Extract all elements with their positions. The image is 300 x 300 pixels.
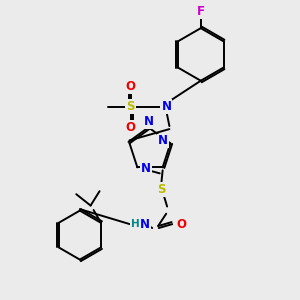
Text: F: F bbox=[197, 5, 205, 18]
Text: N: N bbox=[141, 162, 151, 176]
Text: O: O bbox=[126, 121, 136, 134]
Text: N: N bbox=[140, 218, 150, 231]
Text: S: S bbox=[157, 183, 165, 196]
Text: N: N bbox=[158, 134, 168, 148]
Text: O: O bbox=[176, 218, 186, 231]
Text: O: O bbox=[126, 80, 136, 93]
Text: S: S bbox=[126, 100, 135, 113]
Text: N: N bbox=[161, 100, 171, 113]
Text: H: H bbox=[131, 219, 140, 229]
Text: N: N bbox=[143, 116, 154, 128]
